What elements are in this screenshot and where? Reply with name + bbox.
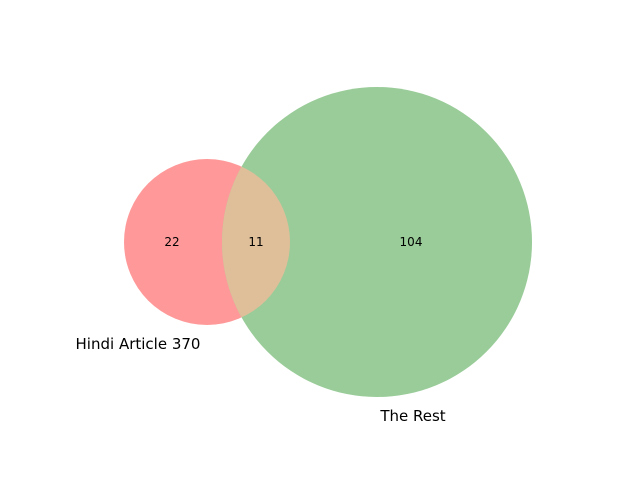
intersection-count: 11 bbox=[248, 235, 263, 249]
the-rest-only-count: 104 bbox=[400, 235, 423, 249]
set-label-hindi-article-370: Hindi Article 370 bbox=[76, 335, 201, 353]
set-circle-the-rest bbox=[222, 87, 532, 397]
hindi-only-count: 22 bbox=[164, 235, 179, 249]
set-label-the-rest: The Rest bbox=[379, 407, 445, 425]
